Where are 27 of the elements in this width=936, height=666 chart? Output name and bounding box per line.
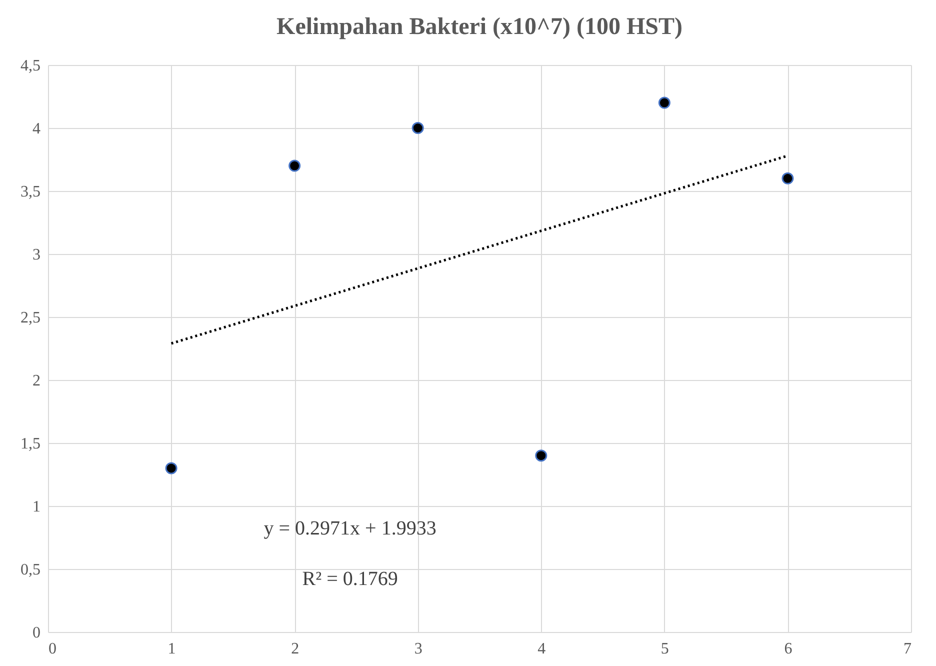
y-tick-label: 4,5 [20, 58, 40, 74]
point [412, 122, 424, 134]
annotation: y = 0.2971x + 1.9933 [264, 518, 436, 540]
point [165, 462, 178, 474]
y-tick-label: 3,5 [20, 184, 40, 200]
y-tick-label: 3 [32, 246, 40, 264]
y-tick-label: 1 [32, 498, 40, 516]
y-tick-label: 0,5 [20, 562, 40, 578]
x-tick-label: 5 [660, 640, 669, 658]
y-tick-label: 1,5 [20, 436, 40, 452]
y-tick-label: 4 [32, 120, 40, 138]
x-tick-label: 7 [904, 640, 912, 658]
y-tick-label: 2,5 [20, 310, 40, 326]
y-tick-label: 0 [32, 624, 40, 642]
x-tick-label: 3 [414, 640, 422, 658]
chart-title: Kelimpahan Bakteri (x10^7) (100 HST) [276, 14, 682, 40]
annotation: R² = 0.1769 [302, 568, 398, 590]
point [288, 160, 301, 172]
point [782, 172, 794, 184]
y-tick-label: 2 [32, 372, 40, 390]
x-tick-label: 6 [784, 640, 792, 658]
point [535, 450, 548, 462]
point [658, 96, 670, 109]
x-tick-label: 4 [538, 640, 546, 658]
x-tick-label: 0 [48, 640, 56, 658]
x-tick-label: 1 [168, 640, 176, 658]
x-tick-label: 2 [291, 640, 300, 658]
